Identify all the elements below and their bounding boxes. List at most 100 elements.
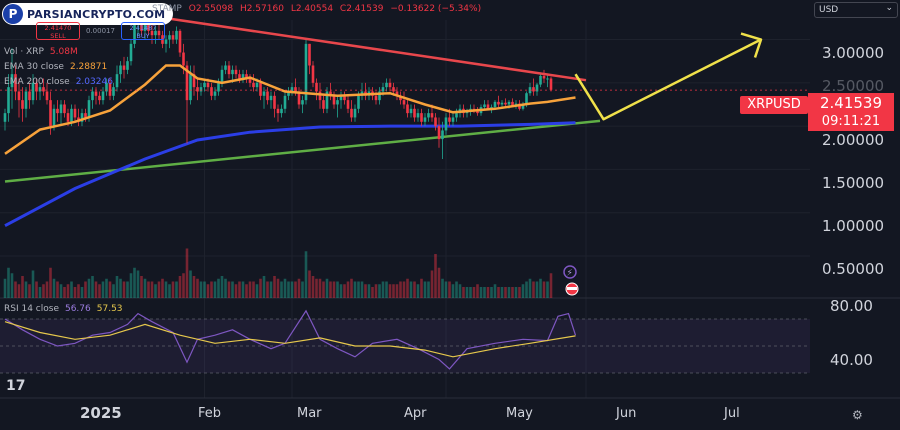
buy-sell-panel: 2.41470 SELL 0.00017 2.41487 BUY	[36, 22, 165, 40]
volume-bar	[392, 284, 395, 298]
candle-body	[262, 91, 266, 96]
candle-body	[203, 82, 206, 88]
watermark-logo: P PARSIANCRYPTO.COM	[2, 3, 174, 25]
volume-bar	[112, 284, 115, 298]
volume-legend[interactable]: Vol · XRP 5.08M	[4, 47, 78, 57]
volume-bar	[126, 281, 129, 298]
sell-button[interactable]: 2.41470 SELL	[36, 22, 80, 40]
ema200-legend[interactable]: EMA 200 close 2.03246	[4, 77, 113, 87]
candle-body	[115, 74, 119, 88]
volume-bar	[185, 248, 189, 298]
candle-body	[157, 30, 161, 36]
volume-bar	[150, 281, 154, 298]
candle-body	[388, 82, 392, 88]
logo-icon: P	[3, 4, 23, 24]
volume-bar	[497, 287, 500, 298]
candle-body	[196, 87, 199, 92]
volume-bar	[465, 287, 469, 298]
candle-body	[206, 82, 210, 88]
candle-body	[486, 104, 490, 109]
volume-bar	[49, 267, 52, 298]
volume-legend-value: 5.08M	[49, 47, 78, 57]
volume-bar	[500, 287, 504, 298]
volume-bar	[189, 270, 192, 298]
candle-body	[192, 74, 196, 88]
candle-body	[266, 91, 269, 101]
volume-bar	[45, 281, 49, 298]
bar-countdown: 09:11:21	[808, 113, 894, 131]
candle-body	[91, 91, 94, 101]
rsi-legend[interactable]: RSI 14 close 56.76 57.53	[4, 304, 123, 314]
volume-bar	[451, 284, 455, 298]
candle-body	[84, 113, 87, 118]
candle-body	[444, 117, 448, 131]
candle-body	[427, 113, 430, 118]
volume-bar	[311, 276, 315, 298]
candle-body	[150, 30, 154, 36]
sell-price: 2.41470	[44, 24, 72, 32]
candle-body	[73, 108, 77, 118]
volume-bar	[532, 281, 535, 298]
volume-bar	[7, 267, 10, 298]
exchange-name: STAMP	[152, 4, 182, 14]
candle-body	[549, 78, 553, 90]
volume-bar	[210, 281, 213, 298]
price-tick: 1.00000	[822, 217, 885, 235]
candle-body	[504, 102, 507, 105]
volume-bar	[402, 281, 406, 298]
tradingview-logo-icon[interactable]: 17	[6, 378, 26, 394]
volume-bar	[511, 287, 514, 298]
candle-body	[31, 82, 35, 101]
candle-body	[231, 69, 234, 75]
resistance-trendline[interactable]	[0, 12, 810, 91]
candle-body	[245, 74, 248, 79]
logo-text: PARSIANCRYPTO.COM	[27, 7, 166, 21]
volume-bar	[161, 278, 164, 298]
candle-body	[7, 87, 10, 114]
settings-gear-icon[interactable]: ⚙	[852, 408, 863, 422]
projection-arrowhead-icon	[740, 32, 763, 58]
volume-bar	[38, 287, 42, 298]
volume-bar	[276, 278, 280, 298]
volume-bar	[371, 287, 374, 298]
candle-body	[287, 91, 290, 96]
volume-bar	[476, 284, 479, 298]
support-trendline[interactable]	[4, 119, 601, 183]
candle-body	[70, 108, 73, 122]
buy-button[interactable]: 2.41487 BUY	[120, 22, 165, 40]
volume-bar	[252, 281, 255, 298]
volume-bar	[469, 287, 472, 298]
currency-select[interactable]: USD ⌄	[814, 2, 898, 18]
candle-body	[10, 74, 14, 88]
volume-bar	[217, 278, 220, 298]
lightning-marker-icon[interactable]	[563, 265, 577, 279]
ohlc-low: L2.40554	[290, 4, 334, 14]
candle-body	[105, 82, 108, 92]
candle-body	[420, 113, 423, 122]
candle-body	[413, 108, 416, 118]
volume-bar	[343, 284, 346, 298]
candle-body	[332, 95, 336, 105]
projection-arrow[interactable]	[574, 32, 763, 121]
candle-body	[437, 126, 441, 140]
volume-bar	[143, 278, 147, 298]
candle-body	[17, 91, 21, 101]
spread-value: 0.00017	[86, 27, 115, 35]
volume-bar	[77, 284, 80, 298]
volume-bar	[133, 267, 136, 298]
chevron-down-icon: ⌄	[885, 3, 893, 13]
candle-body	[497, 101, 500, 105]
volume-bar	[353, 281, 357, 298]
volume-bar	[374, 284, 378, 298]
price-tick: 2.50000	[822, 77, 885, 95]
rsi-legend-value: 56.76	[64, 304, 91, 314]
volume-bar	[434, 254, 437, 298]
candle-body	[227, 65, 231, 75]
candle-body	[80, 113, 84, 122]
volume-bar	[490, 287, 493, 298]
candle-body	[147, 22, 150, 31]
ema30-legend[interactable]: EMA 30 close 2.28871	[4, 62, 107, 72]
candle-body	[294, 87, 297, 92]
volume-bar	[546, 281, 549, 298]
